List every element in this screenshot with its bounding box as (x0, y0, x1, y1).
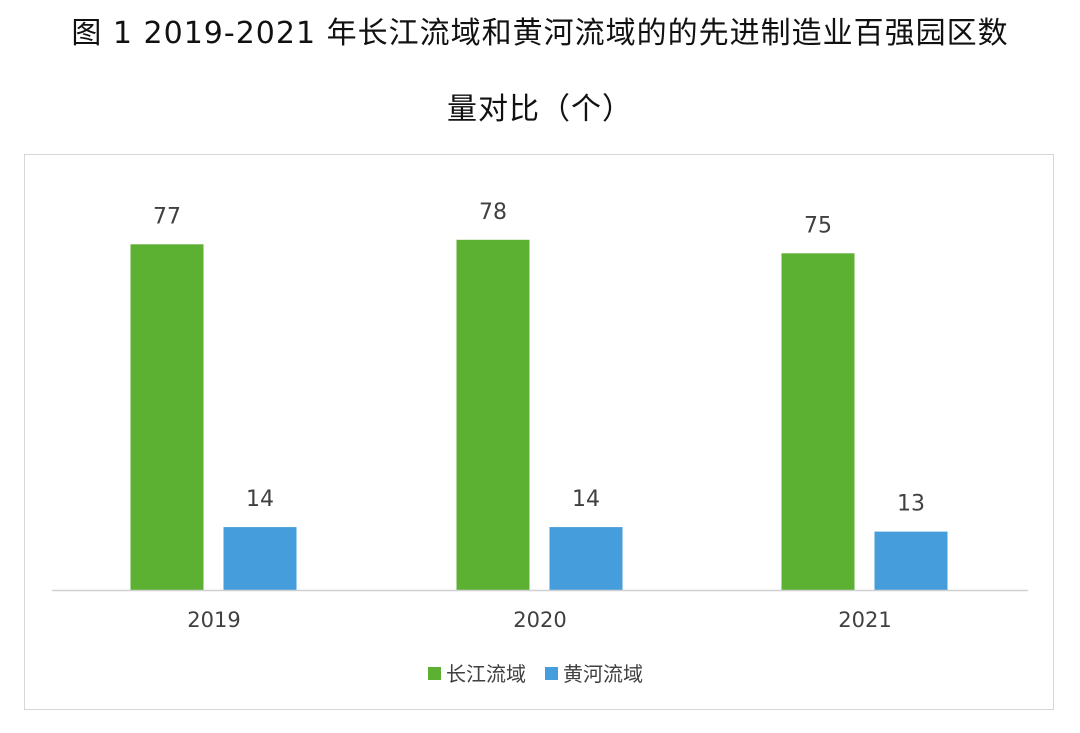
legend-swatch-series-2 (545, 667, 558, 680)
data-label-2019-series-2: 14 (246, 487, 274, 512)
bar-2019-series-2 (223, 527, 297, 590)
data-label-2021-series-2: 13 (897, 492, 925, 517)
legend: 长江流域 黄河流域 (428, 662, 643, 686)
chart-title-line-2: 量对比（个） (447, 92, 633, 127)
x-tick-label-2021: 2021 (838, 608, 891, 632)
bar-2021-series-2 (874, 531, 948, 590)
data-label-2019-series-1: 77 (153, 204, 181, 229)
bar-2019-series-1 (130, 244, 204, 591)
legend-swatch-series-1 (428, 667, 441, 680)
legend-label-series-1: 长江流域 (446, 662, 526, 686)
chart-title-line-1: 图 1 2019-2021 年长江流域和黄河流域的的先进制造业百强园区数 (71, 16, 1009, 51)
bar-2021-series-1 (781, 253, 855, 591)
legend-label-series-2: 黄河流域 (563, 662, 643, 686)
data-label-2021-series-1: 75 (804, 213, 832, 238)
bar-2020-series-1 (456, 239, 530, 591)
x-tick-label-2019: 2019 (187, 608, 240, 632)
data-label-2020-series-1: 78 (479, 200, 507, 225)
data-label-2020-series-2: 14 (572, 487, 600, 512)
bars-group (130, 239, 948, 591)
x-tick-label-2020: 2020 (513, 608, 566, 632)
labels-group: 77 78 75 14 14 13 2019 2020 2021 (153, 200, 925, 632)
bar-2020-series-2 (549, 527, 623, 590)
chart-frame (24, 154, 1054, 710)
